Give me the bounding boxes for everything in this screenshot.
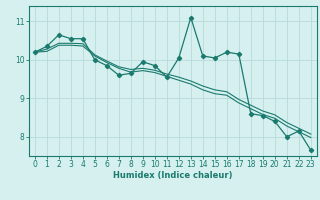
X-axis label: Humidex (Indice chaleur): Humidex (Indice chaleur)	[113, 171, 233, 180]
